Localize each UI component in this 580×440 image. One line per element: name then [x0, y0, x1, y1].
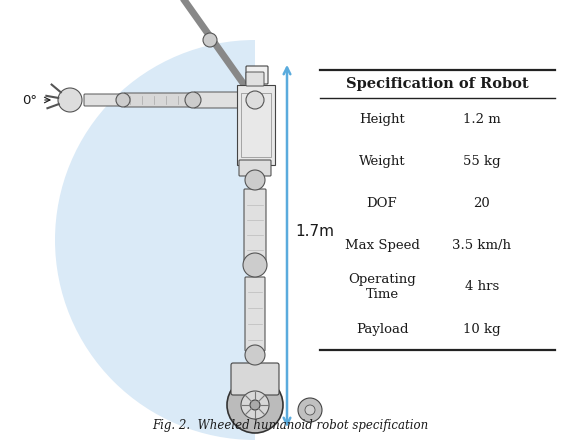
Text: Weight: Weight [358, 154, 405, 168]
Circle shape [116, 93, 130, 107]
Circle shape [241, 391, 269, 419]
Wedge shape [55, 40, 255, 440]
Circle shape [246, 91, 264, 109]
Text: Height: Height [359, 113, 405, 125]
Circle shape [227, 377, 283, 433]
Text: 4 hrs: 4 hrs [465, 281, 499, 293]
FancyBboxPatch shape [244, 189, 266, 261]
FancyBboxPatch shape [239, 160, 271, 176]
Circle shape [203, 33, 217, 47]
Text: DOF: DOF [367, 197, 397, 209]
Circle shape [305, 405, 315, 415]
FancyBboxPatch shape [84, 94, 121, 106]
Text: Fig. 2.  Wheeled humanoid robot specification: Fig. 2. Wheeled humanoid robot specifica… [152, 419, 428, 432]
Text: 10 kg: 10 kg [463, 323, 501, 335]
Circle shape [243, 253, 267, 277]
FancyBboxPatch shape [246, 66, 268, 84]
Circle shape [185, 92, 201, 108]
FancyBboxPatch shape [194, 92, 251, 108]
Circle shape [245, 170, 265, 190]
FancyBboxPatch shape [246, 72, 264, 86]
FancyBboxPatch shape [124, 93, 191, 107]
Circle shape [298, 398, 322, 422]
Text: Payload: Payload [356, 323, 408, 335]
Circle shape [58, 88, 82, 112]
FancyBboxPatch shape [237, 85, 275, 165]
Circle shape [250, 400, 260, 410]
Text: 20: 20 [474, 197, 490, 209]
Text: Max Speed: Max Speed [345, 238, 419, 252]
Text: 1.2 m: 1.2 m [463, 113, 501, 125]
Text: 55 kg: 55 kg [463, 154, 501, 168]
Text: 1.7m: 1.7m [295, 224, 334, 238]
Text: 3.5 km/h: 3.5 km/h [452, 238, 512, 252]
Text: Operating
Time: Operating Time [348, 273, 416, 301]
Circle shape [245, 345, 265, 365]
FancyBboxPatch shape [245, 277, 265, 351]
Text: Specification of Robot: Specification of Robot [346, 77, 529, 91]
FancyBboxPatch shape [231, 363, 279, 395]
Text: 0°: 0° [22, 94, 37, 106]
